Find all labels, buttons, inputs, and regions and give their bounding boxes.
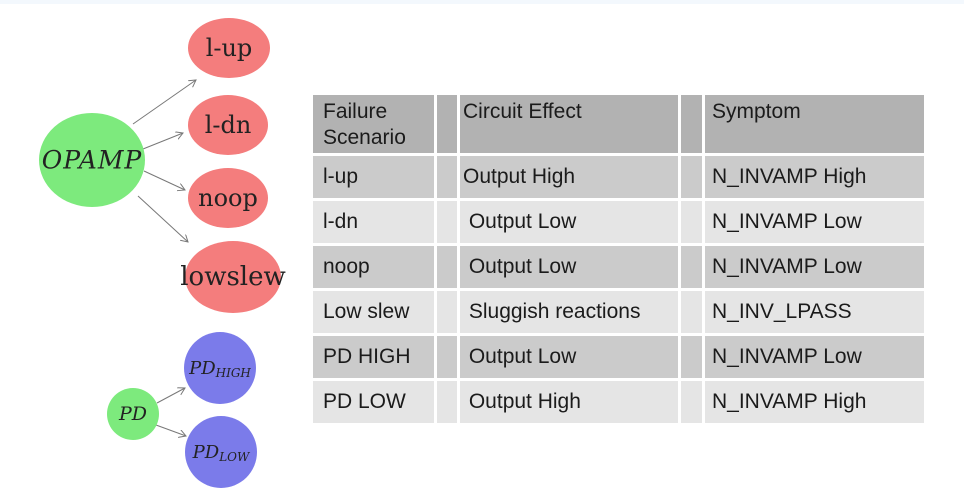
cell-spacer [681,156,702,198]
cell-failure: noop [313,246,434,288]
cell-spacer [437,246,457,288]
header-failure-scenario: Failure Scenario [313,95,434,153]
node-pd-low-label: PDLOW [192,442,251,465]
arrow-pd-low-icon [155,424,186,436]
cell-effect: Sluggish reactions [460,291,678,333]
header-circuit-effect: Circuit Effect [460,95,678,153]
cell-failure: Low slew [313,291,434,333]
cell-effect: Output Low [460,336,678,378]
node-l-dn-label: l-dn [205,111,252,139]
cell-spacer [681,246,702,288]
node-noop-label: noop [198,184,258,212]
cell-failure: l-up [313,156,434,198]
cell-effect: Output Low [460,246,678,288]
node-pd-low [185,416,257,488]
cell-spacer [681,381,702,423]
node-opamp [39,113,145,207]
node-opamp-label: OPAMP [42,146,143,175]
cell-symptom: N_INVAMP Low [705,246,924,288]
cell-failure: l-dn [313,201,434,243]
arrow-opamp-noop-icon [143,170,185,190]
opamp-arrows [132,80,196,242]
cell-symptom: N_INV_LPASS [705,291,924,333]
fault-tree-diagram: OPAMP l-up l-dn noop lowslew PD PDHIGH [39,18,286,488]
top-strip [0,0,964,4]
arrow-opamp-lowslew-icon [137,195,188,242]
node-l-up-label: l-up [206,34,253,62]
cell-symptom: N_INVAMP Low [705,336,924,378]
cell-spacer [681,336,702,378]
arrow-opamp-lup-icon [132,80,196,125]
node-pd [107,388,159,440]
cell-spacer [437,156,457,198]
node-lowslew-label: lowslew [180,262,286,292]
node-pd-low-label-sub: LOW [218,450,251,464]
cell-symptom: N_INVAMP High [705,156,924,198]
cell-failure: PD LOW [313,381,434,423]
cell-spacer [437,381,457,423]
node-pd-low-label-main: PD [192,442,220,463]
header-spacer-2 [681,95,702,153]
node-l-dn [188,95,268,155]
failure-table: Failure Scenario Circuit Effect Symptom … [313,95,924,423]
node-noop [188,168,268,228]
cell-symptom: N_INVAMP Low [705,201,924,243]
node-pd-high-label-main: PD [188,358,216,379]
cell-spacer [437,201,457,243]
node-pd-high [184,332,256,404]
node-lowslew [185,241,281,313]
node-pd-high-label: PDHIGH [188,358,251,381]
cell-spacer [437,336,457,378]
header-symptom: Symptom [705,95,924,153]
cell-symptom: N_INVAMP High [705,381,924,423]
pd-arrows [155,388,186,436]
node-l-up [188,18,270,78]
arrow-opamp-ldn-icon [142,133,183,150]
cell-spacer [437,291,457,333]
arrow-pd-high-icon [156,388,185,404]
opamp-tree: OPAMP l-up l-dn noop lowslew [39,18,286,313]
cell-failure: PD HIGH [313,336,434,378]
node-pd-label: PD [118,403,147,425]
cell-effect: Output High [460,381,678,423]
cell-spacer [681,291,702,333]
pd-tree: PD PDHIGH PDLOW [107,332,257,488]
cell-spacer [681,201,702,243]
header-spacer-1 [437,95,457,153]
cell-effect: Output High [460,156,678,198]
node-pd-high-label-sub: HIGH [215,366,252,380]
cell-effect: Output Low [460,201,678,243]
